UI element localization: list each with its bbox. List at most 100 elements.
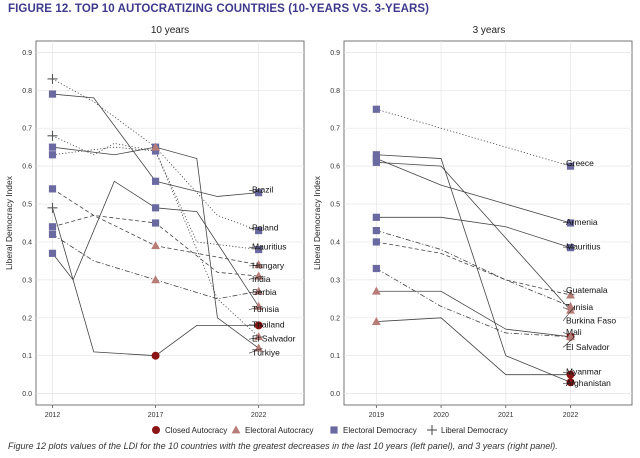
panel1-series-burkina-faso-line (376, 230, 571, 307)
panel1-series-myanmar-marker-2022-shape (566, 370, 575, 379)
panel1-series-el-salvador-leader (562, 336, 575, 348)
panel0-series-serbia-marker-2012 (48, 230, 57, 238)
panel0-title: 10 years (151, 25, 189, 36)
panel0-y-tick-label: 0.8 (22, 88, 32, 95)
panel1-series-burkina-faso-label: Burkina Faso (566, 315, 616, 325)
panel0-y-tick-label: 0.6 (22, 164, 32, 171)
panel1-title: 3 years (473, 25, 506, 36)
panel1-series-armenia-marker-2019 (372, 154, 380, 163)
panel0-series-mauritius-marker-2022-shape (255, 245, 263, 254)
panel0-series-mauritius-marker-2012 (47, 130, 58, 141)
panel0-series-thailand-marker-2017-shape (151, 351, 160, 360)
panel1-series-afghanistan-marker-2019 (372, 151, 380, 159)
panel0-series-el-salvador-marker-2017-shape (151, 147, 160, 155)
panel1-series-afghanistan-leader (562, 381, 575, 384)
panel1-y-tick-label: 0.7 (330, 126, 340, 133)
panel0-series-india-marker-2012-shape (48, 223, 57, 231)
panel1-y-tick-label: 0.8 (330, 88, 340, 95)
panel0-series-el-salvador-marker-2012 (48, 151, 57, 159)
panel0-series-tunisia-label: Tunisia (252, 304, 279, 314)
panel0-series-poland-marker-2022-shape (255, 226, 263, 235)
panel0-series-tunisia-line (52, 180, 259, 307)
panel0-series-hungary-marker-2012-shape (48, 185, 57, 193)
panel0-series-serbia-marker-2012-shape (48, 230, 57, 238)
panel0-series-el-salvador-marker-2017 (151, 147, 160, 155)
panel0-x-tick-label: 2012 (45, 412, 61, 419)
panel1-y-tick-label: 0.2 (330, 315, 340, 322)
panel1-series-guatemala-leader (562, 290, 575, 296)
panel0-series-turkiye-marker-2012 (48, 143, 57, 151)
panel0-series-turkiye: Türkiye (48, 142, 280, 358)
panel1-series-tunisia-label: Tunisia (566, 302, 593, 312)
panel0-series-hungary: Hungary (48, 185, 285, 271)
panel1-y-tick-label: 0.5 (330, 202, 340, 209)
legend-label-liberal-democracy: Liberal Democracy (441, 426, 508, 435)
panel0-series-el-salvador-label: El Salvador (252, 334, 296, 344)
panel1-series-mauritius-label: Mauritius (566, 242, 600, 252)
panel1-series-tunisia-line (376, 161, 571, 311)
panel0-x-tick-label: 2017 (148, 412, 164, 419)
panel0-y-tick-label: 0.3 (22, 277, 32, 284)
panel0-series-tunisia-marker-2017-shape (151, 204, 160, 212)
panel1-series-guatemala: Guatemala (372, 238, 608, 299)
panel0-series-turkiye-marker-2017-shape (151, 142, 160, 151)
panel0-series-tunisia-marker-2012 (48, 249, 57, 257)
panel1-y-tick-label: 0.1 (330, 353, 340, 360)
panel0-series-poland-marker-2012 (47, 73, 58, 84)
panel1-series-mali-label: Mali (566, 327, 582, 337)
panel1-series-greece-marker-2022 (566, 162, 575, 170)
legend-marker-closed-autocracy (152, 426, 160, 434)
panel0-series-mauritius-line (52, 135, 259, 250)
panel0-series-turkiye-line (52, 146, 259, 349)
panel1-series-greece-label: Greece (566, 158, 594, 168)
panel0-series-el-salvador-line (52, 146, 259, 338)
panel0-series-hungary-leader (248, 264, 263, 267)
panel0-series-serbia-label: Serbia (252, 287, 277, 297)
legend-marker-electoral-autocracy (231, 425, 241, 434)
panel1-series-afghanistan-marker-2022 (566, 378, 575, 387)
legend-item-electoral-autocracy: Electoral Autocracy (231, 425, 313, 435)
panel0-series-hungary-marker-2017 (151, 241, 160, 250)
panel0-series-india-marker-2012 (48, 223, 57, 231)
panel0-series-brazil-marker-2022-shape (255, 189, 263, 197)
panel1-series-burkina-faso-leader (562, 306, 575, 322)
panel0-series-poland-line (52, 78, 259, 231)
panel1-series-el-salvador-marker-2019-shape (372, 264, 380, 273)
legend-item-electoral-democracy: Electoral Democracy (330, 426, 417, 435)
panel-10-years: 0.0 0.1 0.2 0.3 0.4 0.5 0.6 0.7 0.8 0.9 2012 2017 20… (4, 25, 305, 419)
panel0-series-tunisia-marker-2017 (151, 204, 160, 212)
panel0-y-tick-label: 0.1 (22, 353, 32, 360)
panel0-series-mauritius-label: Mauritius (252, 242, 286, 252)
panel1-series-armenia: Armenia (372, 154, 598, 227)
legend-marker-closed-autocracy-shape (152, 426, 160, 434)
panel0-series-india-marker-2017 (151, 219, 160, 227)
panel0-series-brazil-marker-2022 (255, 189, 263, 197)
panel0-series-hungary-marker-2017-shape (151, 241, 160, 250)
panel0-series-hungary-marker-2012 (48, 185, 57, 193)
panel-3-years: 0.0 0.1 0.2 0.3 0.4 0.5 0.6 0.7 0.8 0.9 2019 2020 20… (312, 25, 633, 419)
panel1-series-afghanistan-marker-2022-shape (566, 378, 575, 387)
panel0-series-poland-marker-2022 (255, 226, 263, 235)
panel0-series-serbia-leader (248, 290, 263, 293)
legend-label-closed-autocracy: Closed Autocracy (165, 426, 227, 435)
panel1-x-tick-label: 2022 (563, 412, 579, 419)
panel0-y-tick-label: 0.2 (22, 315, 32, 322)
panel0-series-hungary-marker-2022 (254, 260, 264, 269)
panel0-y-tick-label: 0.7 (22, 126, 32, 133)
panel0-series-turkiye-marker-2012-shape (48, 143, 57, 151)
panel1-series-mauritius-marker-2019 (372, 213, 380, 221)
panel0-y-tick-label: 0.4 (22, 239, 32, 246)
panel0-series-serbia-marker-2022 (254, 286, 264, 295)
panel1-series-afghanistan: Afghanistan (372, 151, 611, 388)
panel1-y-tick-label: 0.9 (330, 50, 340, 57)
panel0-series-hungary-marker-2022-shape (254, 260, 264, 269)
panel1-series-mauritius-marker-2019-shape (372, 213, 380, 221)
panel1-series-myanmar-line (376, 317, 571, 376)
panel1-x-tick-label: 2020 (433, 412, 449, 419)
panel1-series-myanmar-marker-2022 (566, 370, 575, 379)
panel0-y-tick-label: 0.5 (22, 202, 32, 209)
panel0-series-el-salvador: El Salvador (48, 146, 296, 344)
panel1-series-mauritius: Mauritius (372, 213, 600, 252)
panel0-series-el-salvador-leader (248, 336, 263, 340)
panel1-series-greece-marker-2019-shape (372, 105, 380, 113)
